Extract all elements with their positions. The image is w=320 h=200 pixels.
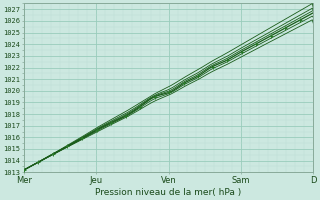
X-axis label: Pression niveau de la mer( hPa ): Pression niveau de la mer( hPa ) (95, 188, 242, 197)
